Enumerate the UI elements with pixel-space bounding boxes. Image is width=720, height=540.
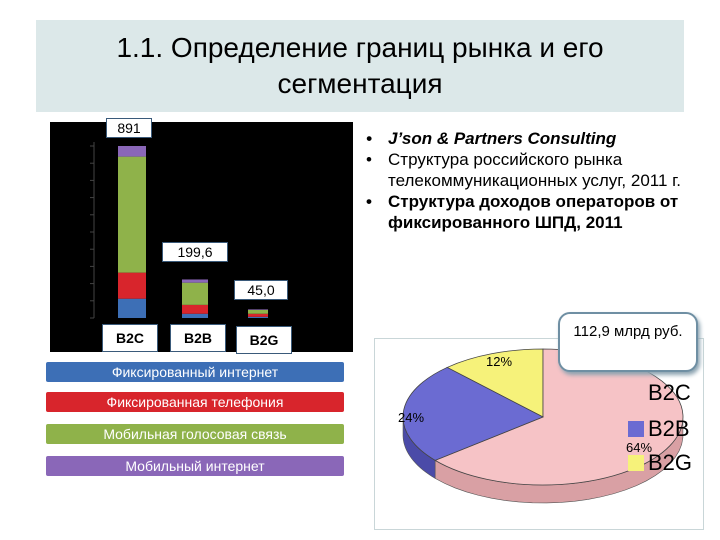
bullet-revenue-structure: Структура доходов операторов от фиксиров… [362, 191, 702, 233]
bar-segment-b2g-3 [248, 309, 268, 310]
legend-item-fixed-internet: Фиксированный интернет [46, 362, 344, 382]
bar-total-label-b2g: 45,0 [234, 280, 288, 300]
bar-segment-b2c-0 [118, 298, 146, 318]
category-label-b2g: B2G [236, 326, 292, 354]
bar-segment-b2b-3 [182, 279, 208, 283]
bullet-list: J’son & Partners Consulting Структура ро… [362, 128, 702, 233]
total-callout-text: 112,9 млрд руб. [573, 323, 683, 340]
slide-title-box: 1.1. Определение границ рынка и его сегм… [36, 20, 684, 112]
pie-slice-b2b [402, 366, 544, 461]
pie-legend-b2b: B2B [628, 414, 690, 444]
bar-segment-b2g-2 [248, 309, 268, 314]
page-title: 1.1. Определение границ рынка и его сегм… [116, 32, 604, 99]
bullet-market-structure: Структура российского рынка телекоммуник… [362, 149, 702, 191]
pie-legend-b2g: B2G [628, 448, 692, 478]
pie-legend-b2c: B2C [628, 378, 691, 408]
bar-segment-b2c-2 [118, 156, 146, 273]
pie-chart-frame [374, 338, 704, 530]
bar-segment-b2g-1 [248, 313, 268, 317]
pie-label-b2g: 12% [486, 354, 513, 369]
bar-segment-b2b-2 [182, 282, 208, 305]
pie-legend-swatch-b2b [628, 421, 644, 437]
bar-segment-b2b-1 [182, 304, 208, 314]
category-label-b2b: B2B [170, 324, 226, 352]
bar-segment-b2b-0 [182, 313, 208, 318]
pie-legend-label-b2b: B2B [648, 416, 690, 441]
pie-legend-label-b2g: B2G [648, 450, 693, 475]
legend-item-fixed-telephony: Фиксированная телефония [46, 392, 344, 412]
pie-chart-canvas [402, 348, 684, 504]
bar-chart-canvas [90, 142, 268, 319]
pie-legend-label-b2c: B2C [648, 380, 691, 405]
bar-total-label-b2c: 891 [106, 118, 152, 138]
bar-segment-b2c-1 [118, 272, 146, 299]
pie-slice-b2g [446, 348, 544, 418]
bar-segment-b2c-3 [118, 146, 146, 157]
total-callout: 112,9 млрд руб. [558, 312, 698, 372]
bar-total-label-b2b: 199,6 [162, 242, 228, 262]
bar-segment-b2g-0 [248, 316, 268, 318]
pie-label-b2b: 24% [398, 410, 425, 425]
stacked-bar-chart [50, 122, 353, 352]
category-label-b2c: B2C [102, 324, 158, 352]
legend-item-mobile-voice: Мобильная голосовая связь [46, 424, 344, 444]
bullet-source: J’son & Partners Consulting [362, 128, 702, 149]
pie-legend-swatch-b2g [628, 455, 644, 471]
pie-legend-swatch-b2c [628, 385, 644, 401]
pie-label-b2c: 64% [626, 440, 653, 455]
legend-item-mobile-internet: Мобильный интернет [46, 456, 344, 476]
